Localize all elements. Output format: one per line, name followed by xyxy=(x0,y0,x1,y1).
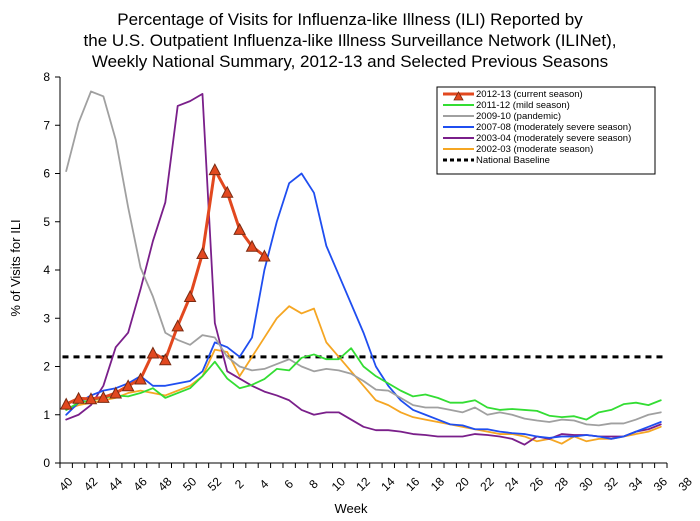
x-axis-tick-label: 26 xyxy=(527,474,547,494)
x-axis-tick-label: 36 xyxy=(651,474,671,494)
current-season-marker xyxy=(121,379,135,392)
series-line-1 xyxy=(65,347,662,421)
current-season-marker xyxy=(245,239,259,252)
legend-swatch-marker xyxy=(453,91,464,101)
legend-label: 2003-04 (moderately severe season) xyxy=(476,133,631,144)
x-axis-tick-label: 2 xyxy=(232,477,247,492)
legend-label: 2009-10 (pandemic) xyxy=(476,111,561,122)
chart-title-line-3: Weekly National Summary, 2012-13 and Sel… xyxy=(92,52,608,71)
current-season-marker xyxy=(97,390,110,403)
chart-title-line-1: Percentage of Visits for Influenza-like … xyxy=(117,10,583,29)
x-axis-tick-label: 46 xyxy=(130,474,150,494)
current-season-marker xyxy=(258,249,271,262)
current-season-marker xyxy=(171,319,185,332)
current-season-marker xyxy=(134,372,147,385)
x-axis-tick-label: 6 xyxy=(282,477,297,492)
x-axis-tick-label: 4 xyxy=(257,477,272,492)
series-line-3 xyxy=(65,172,662,440)
legend-label: 2012-13 (current season) xyxy=(476,89,583,100)
chart-title: Percentage of Visits for Influenza-like … xyxy=(84,10,617,71)
y-axis-tick-label: 8 xyxy=(43,70,50,84)
current-season-marker xyxy=(146,346,160,359)
y-axis-tick-label: 0 xyxy=(43,456,50,470)
current-season-marker xyxy=(183,289,197,302)
y-axis-tick-label: 5 xyxy=(43,215,50,229)
current-season-marker xyxy=(233,222,246,235)
y-axis-tick-label: 4 xyxy=(43,263,50,277)
y-axis-tick-label: 2 xyxy=(43,360,50,374)
series-line-2 xyxy=(65,90,662,427)
y-axis-tick-label: 1 xyxy=(43,408,50,422)
x-axis-tick-label: 48 xyxy=(155,474,175,494)
current-season-marker xyxy=(196,247,209,260)
x-axis-label: Week xyxy=(335,501,368,516)
y-axis-tick-label: 3 xyxy=(43,311,50,325)
legend-label: 2007-08 (moderately severe season) xyxy=(476,122,631,133)
x-axis-tick-label: 18 xyxy=(428,474,448,494)
current-season-marker xyxy=(84,392,98,405)
x-axis-tick-label: 22 xyxy=(477,474,497,494)
y-axis-label: % of Visits for ILI xyxy=(8,219,23,316)
legend: 2012-13 (current season)2011-12 (mild se… xyxy=(436,86,656,175)
x-axis-tick-label: 14 xyxy=(378,474,398,494)
x-axis-tick-label: 52 xyxy=(205,474,225,494)
legend-label: 2011-12 (mild season) xyxy=(476,100,570,111)
current-season-marker xyxy=(109,386,123,399)
x-axis-tick-label: 28 xyxy=(552,474,572,494)
x-axis-tick-label: 20 xyxy=(453,474,473,494)
series-line-4 xyxy=(65,92,662,446)
legend-label-baseline: National Baseline xyxy=(476,155,550,166)
current-season-marker xyxy=(220,185,234,198)
chart-title-line-2: the U.S. Outpatient Influenza-like Illne… xyxy=(84,31,617,50)
x-axis-tick-label: 24 xyxy=(502,474,522,494)
y-axis-tick-label: 7 xyxy=(43,118,50,132)
current-season-marker xyxy=(72,391,85,404)
x-axis-tick-label: 30 xyxy=(576,474,596,494)
x-axis-tick-label: 32 xyxy=(601,474,621,494)
x-axis-tick-label: 8 xyxy=(306,477,321,492)
x-axis-tick-label: 34 xyxy=(626,474,646,494)
series-line-5 xyxy=(65,305,662,445)
x-axis-tick-label: 38 xyxy=(676,474,696,494)
current-season-marker xyxy=(158,353,172,366)
legend-label: 2002-03 (moderate season) xyxy=(476,144,593,155)
current-season-marker xyxy=(59,397,73,410)
x-axis-tick-label: 10 xyxy=(329,474,349,494)
x-axis-tick-label: 12 xyxy=(353,474,373,494)
x-axis-tick-label: 40 xyxy=(56,474,76,494)
x-axis-tick-label: 44 xyxy=(106,474,126,494)
current-season-marker xyxy=(208,163,222,176)
x-axis-tick-label: 50 xyxy=(180,474,200,494)
x-axis-tick-label: 16 xyxy=(403,474,423,494)
y-axis-tick-label: 6 xyxy=(43,167,50,181)
x-axis-tick-label: 42 xyxy=(81,474,101,494)
